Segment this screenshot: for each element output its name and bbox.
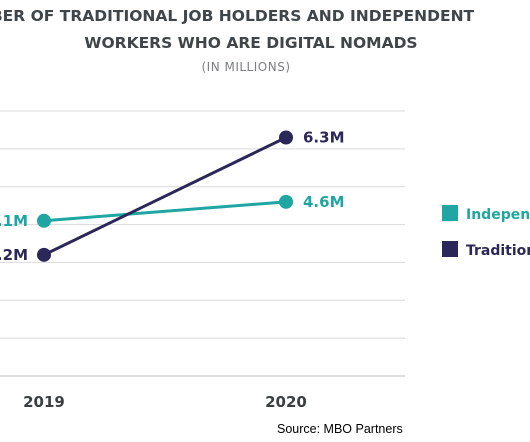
chart-title-line1: NUMBER OF TRADITIONAL JOB HOLDERS AND IN… [0,7,475,25]
source-note: Source: MBO Partners [277,422,403,436]
data-point [279,194,293,209]
data-points [37,130,293,262]
data-point [37,247,51,262]
series-line-traditional [43,136,287,257]
data-label: 3.2M [0,246,28,264]
chart-subtitle: (IN MILLIONS) [201,60,290,74]
legend-swatch [442,241,458,257]
data-labels: 4.1M 4.6M 3.2M 6.3M [0,129,345,264]
gridlines [0,110,405,377]
legend: Independent Traditional [442,205,530,259]
legend-swatch [442,205,458,221]
data-label: 4.1M [0,212,28,230]
data-label: 6.3M [303,129,345,147]
legend-label: Independent [466,207,530,223]
data-point [37,213,51,228]
x-tick-label: 2020 [265,393,307,411]
series-line-independent [43,200,287,223]
x-axis-ticks: 2019 2020 [23,393,307,411]
x-tick-label: 2019 [23,393,65,411]
legend-label: Traditional [466,243,530,259]
series-lines [43,136,287,257]
data-point [279,130,293,145]
data-label: 4.6M [303,193,345,211]
chart-title-line2: WORKERS WHO ARE DIGITAL NOMADS [84,34,417,52]
